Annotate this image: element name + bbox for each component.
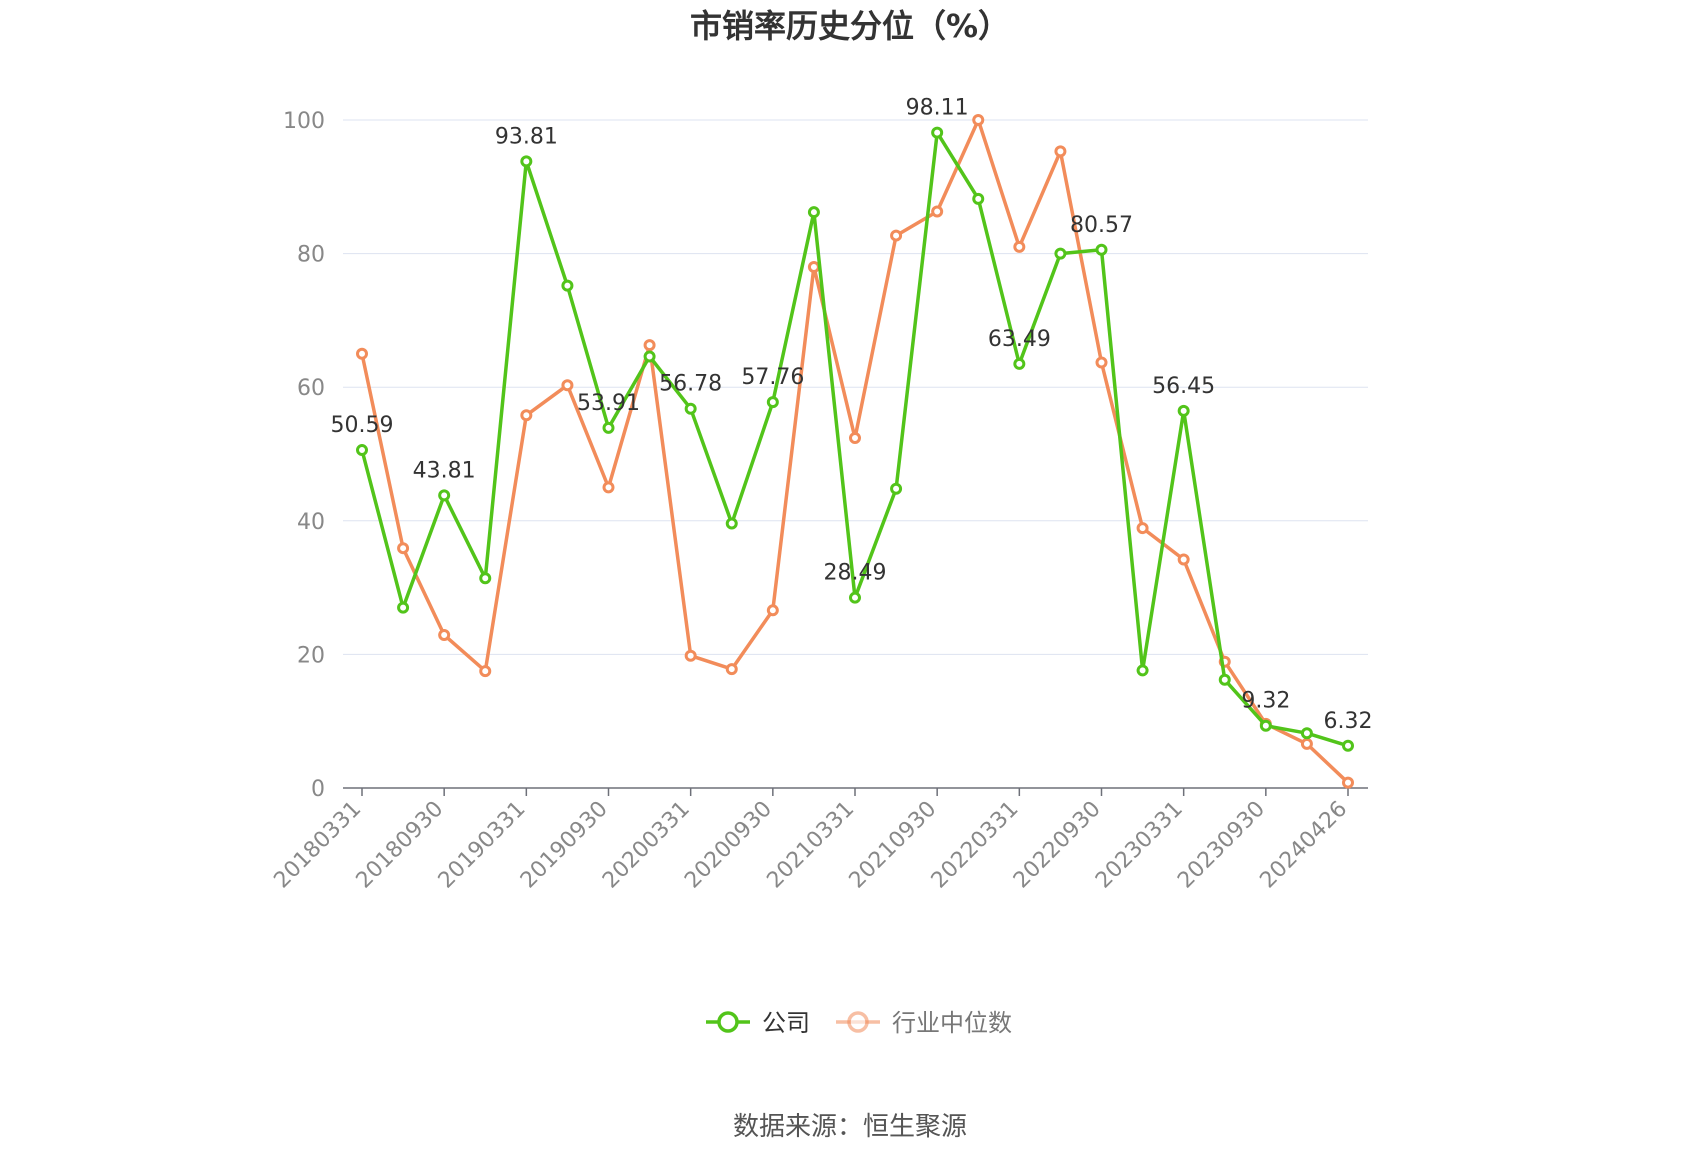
x-tick-label: 20200331 bbox=[598, 797, 695, 894]
data-point[interactable] bbox=[1218, 673, 1231, 686]
x-tick-label: 20230331 bbox=[1091, 797, 1188, 894]
data-label: 63.49 bbox=[988, 327, 1051, 352]
x-tick-label: 20190930 bbox=[516, 797, 613, 894]
data-label: 98.11 bbox=[906, 96, 969, 121]
data-label: 28.49 bbox=[824, 561, 887, 586]
data-label: 53.91 bbox=[577, 391, 640, 416]
y-tick-label: 100 bbox=[283, 109, 325, 134]
legend[interactable]: 公司 行业中位数 bbox=[706, 1009, 1012, 1037]
chart-title: 市销率历史分位（%） bbox=[690, 7, 1010, 45]
data-label: 93.81 bbox=[495, 124, 558, 149]
x-tick-label: 20240426 bbox=[1255, 797, 1352, 894]
data-label: 50.59 bbox=[331, 413, 394, 438]
data-point[interactable] bbox=[1054, 247, 1067, 260]
data-label: 6.32 bbox=[1324, 709, 1373, 734]
data-label: 80.57 bbox=[1070, 213, 1133, 238]
data-labels: 50.59 43.81 93.81 53.91 56.78 57.76 28.49 98.11… bbox=[331, 96, 1373, 734]
y-tick-label: 0 bbox=[311, 777, 325, 802]
data-point[interactable] bbox=[1136, 664, 1149, 677]
data-point[interactable] bbox=[438, 629, 451, 642]
data-point[interactable] bbox=[643, 350, 656, 363]
data-point[interactable] bbox=[1259, 719, 1272, 732]
data-point[interactable] bbox=[807, 206, 820, 219]
data-point[interactable] bbox=[972, 114, 985, 126]
data-point[interactable] bbox=[520, 409, 533, 422]
y-tick-label: 60 bbox=[297, 376, 325, 401]
x-tick-label: 20210331 bbox=[762, 797, 859, 894]
legend-label: 公司 bbox=[762, 1009, 810, 1037]
data-point[interactable] bbox=[972, 192, 985, 205]
data-point[interactable] bbox=[890, 229, 903, 242]
legend-item-industry-median[interactable]: 行业中位数 bbox=[836, 1009, 1012, 1037]
x-tick-label: 20200930 bbox=[680, 797, 777, 894]
data-label: 56.78 bbox=[659, 372, 722, 397]
x-axis: 2018033120180930201903312019093020200331… bbox=[269, 787, 1368, 894]
series-industry-median bbox=[356, 114, 1354, 789]
data-point[interactable] bbox=[1300, 737, 1313, 750]
y-axis-ticks: 0 20 40 60 80 100 bbox=[283, 109, 325, 802]
series-line bbox=[360, 118, 1350, 785]
data-point[interactable] bbox=[479, 572, 492, 585]
data-point[interactable] bbox=[561, 279, 574, 292]
data-point[interactable] bbox=[643, 339, 656, 352]
data-point[interactable] bbox=[1095, 356, 1108, 369]
x-tick-label: 20180930 bbox=[352, 797, 449, 894]
data-point[interactable] bbox=[807, 260, 820, 273]
data-point[interactable] bbox=[1177, 553, 1190, 566]
data-label: 56.45 bbox=[1152, 374, 1215, 399]
x-tick-label: 20190331 bbox=[434, 797, 531, 894]
data-label: 43.81 bbox=[413, 458, 476, 483]
x-tick-label: 20180331 bbox=[269, 797, 366, 894]
data-point[interactable] bbox=[602, 481, 615, 494]
data-point[interactable] bbox=[397, 601, 410, 614]
legend-marker-icon bbox=[847, 1011, 869, 1033]
data-point[interactable] bbox=[931, 126, 944, 139]
y-tick-label: 40 bbox=[297, 510, 325, 535]
data-point[interactable] bbox=[397, 542, 410, 555]
x-tick-label: 20220331 bbox=[927, 797, 1024, 894]
data-point[interactable] bbox=[725, 517, 738, 530]
data-point[interactable] bbox=[725, 663, 738, 676]
data-point[interactable] bbox=[1342, 776, 1354, 789]
data-point[interactable] bbox=[766, 604, 779, 617]
data-label: 9.32 bbox=[1241, 689, 1290, 714]
y-tick-label: 80 bbox=[297, 243, 325, 268]
y-tick-label: 20 bbox=[297, 643, 325, 668]
data-point[interactable] bbox=[1013, 357, 1026, 370]
grid-lines bbox=[343, 119, 1368, 655]
legend-label: 行业中位数 bbox=[892, 1009, 1012, 1037]
data-point[interactable] bbox=[1342, 739, 1354, 752]
x-tick-label: 20210930 bbox=[845, 797, 942, 894]
legend-item-company[interactable]: 公司 bbox=[706, 1009, 810, 1037]
data-point[interactable] bbox=[766, 396, 779, 409]
data-point[interactable] bbox=[1013, 240, 1026, 253]
data-point[interactable] bbox=[1177, 404, 1190, 417]
data-point[interactable] bbox=[1095, 243, 1108, 256]
data-point[interactable] bbox=[520, 155, 533, 168]
series-lines bbox=[356, 114, 1354, 789]
data-point[interactable] bbox=[479, 665, 492, 678]
data-point[interactable] bbox=[684, 649, 697, 662]
data-label: 57.76 bbox=[741, 365, 804, 390]
data-point[interactable] bbox=[356, 347, 368, 360]
data-point[interactable] bbox=[356, 444, 368, 457]
data-point[interactable] bbox=[1300, 727, 1313, 740]
data-point[interactable] bbox=[561, 379, 574, 392]
data-point[interactable] bbox=[931, 205, 944, 218]
x-tick-label: 20220930 bbox=[1009, 797, 1106, 894]
data-point[interactable] bbox=[438, 489, 451, 502]
data-point[interactable] bbox=[890, 482, 903, 495]
data-point[interactable] bbox=[849, 431, 861, 444]
data-point[interactable] bbox=[1054, 145, 1067, 158]
series-company bbox=[356, 126, 1354, 752]
data-point[interactable] bbox=[849, 591, 861, 604]
data-point[interactable] bbox=[684, 402, 697, 415]
x-tick-label: 20230930 bbox=[1173, 797, 1270, 894]
legend-marker-icon bbox=[717, 1011, 739, 1033]
source-note: 数据来源：恒生聚源 bbox=[733, 1112, 967, 1142]
data-point[interactable] bbox=[602, 421, 615, 434]
data-point[interactable] bbox=[1136, 522, 1149, 535]
